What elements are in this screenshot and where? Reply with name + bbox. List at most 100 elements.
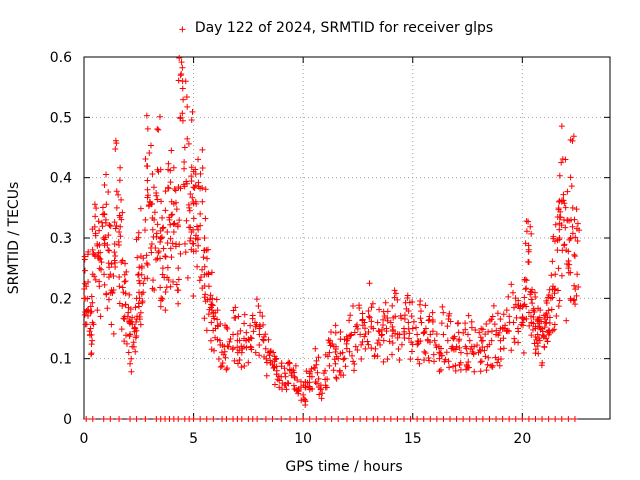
data-point — [413, 324, 420, 331]
data-point — [384, 356, 391, 363]
data-point — [453, 343, 460, 350]
data-point — [234, 360, 241, 367]
data-point — [149, 226, 156, 233]
data-point — [328, 328, 335, 335]
data-point — [313, 357, 320, 364]
data-point — [106, 222, 113, 229]
data-point — [173, 281, 180, 288]
data-point — [270, 364, 277, 371]
data-point — [154, 125, 161, 132]
data-point — [519, 315, 526, 322]
data-point — [153, 256, 160, 263]
data-point — [564, 188, 571, 195]
data-point — [448, 345, 455, 352]
data-point — [278, 363, 285, 370]
data-point — [193, 232, 200, 239]
data-point — [223, 366, 230, 373]
data-point — [181, 144, 188, 151]
data-point — [489, 364, 496, 371]
zero-marker — [175, 416, 182, 422]
data-point — [392, 313, 399, 320]
data-point — [567, 235, 574, 241]
data-point — [119, 284, 126, 291]
data-point — [445, 358, 452, 365]
data-point — [491, 321, 498, 328]
data-point — [427, 331, 434, 338]
data-point — [374, 319, 381, 326]
data-point — [188, 117, 195, 124]
data-point — [529, 326, 536, 333]
data-point — [103, 201, 110, 208]
zero-marker — [381, 416, 388, 422]
data-point — [238, 343, 245, 350]
zero-marker — [394, 416, 401, 422]
data-point — [573, 206, 580, 213]
data-point — [162, 188, 169, 195]
data-point — [262, 331, 269, 338]
data-point — [511, 335, 518, 342]
zero-marker — [357, 416, 364, 422]
data-point — [182, 249, 189, 256]
data-point — [358, 356, 365, 363]
data-point — [426, 339, 433, 346]
zero-marker — [328, 416, 335, 422]
zero-marker — [322, 416, 329, 422]
data-point — [522, 240, 529, 247]
data-point — [445, 312, 452, 319]
data-point — [199, 285, 206, 292]
data-point — [204, 255, 211, 262]
data-point — [557, 214, 564, 221]
data-point — [238, 349, 245, 356]
data-point — [327, 337, 334, 344]
data-point — [540, 334, 547, 341]
zero-marker — [278, 416, 285, 422]
data-point — [437, 345, 444, 352]
data-point — [543, 297, 550, 304]
data-point — [181, 240, 188, 247]
data-point — [121, 338, 128, 345]
data-point — [236, 337, 243, 344]
data-point — [349, 352, 356, 359]
data-point — [143, 252, 150, 259]
data-point — [230, 307, 237, 314]
data-point — [562, 156, 569, 163]
data-point — [133, 332, 140, 339]
data-point — [351, 361, 358, 368]
data-point — [149, 170, 156, 177]
data-point — [486, 317, 493, 324]
data-point — [201, 247, 208, 254]
data-point — [166, 216, 173, 223]
data-point — [422, 325, 429, 332]
zero-marker — [414, 416, 421, 422]
data-point — [512, 295, 519, 302]
data-point — [89, 337, 96, 344]
data-point — [380, 321, 387, 328]
data-point — [312, 364, 319, 371]
data-point — [165, 277, 172, 284]
data-point — [169, 211, 176, 218]
data-point — [513, 314, 520, 321]
data-point — [488, 362, 495, 369]
data-point — [180, 96, 187, 103]
data-point — [173, 206, 180, 213]
data-point — [84, 312, 91, 319]
data-point — [497, 346, 504, 353]
data-point — [322, 382, 329, 389]
data-point — [447, 318, 454, 325]
data-point — [171, 186, 178, 193]
x-axis-label: GPS time / hours — [285, 459, 402, 475]
data-point — [520, 302, 527, 309]
data-point — [515, 297, 522, 304]
data-point — [168, 254, 175, 261]
data-point — [535, 350, 542, 357]
data-point — [570, 133, 577, 140]
data-point — [346, 348, 353, 355]
data-point — [478, 337, 485, 344]
data-point — [571, 251, 578, 258]
data-point — [552, 271, 559, 278]
data-point — [164, 240, 171, 247]
x-tick-label: 5 — [189, 431, 198, 447]
data-point — [89, 246, 96, 253]
data-point — [190, 240, 197, 247]
data-point — [333, 375, 340, 382]
